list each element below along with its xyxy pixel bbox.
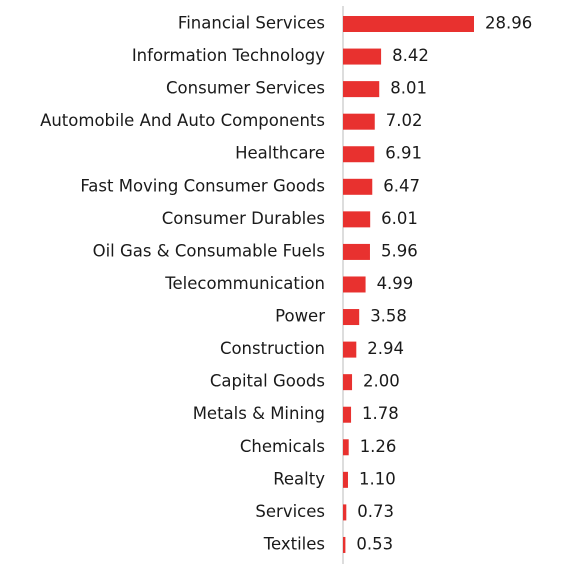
value-label: 3.58 <box>370 307 407 326</box>
category-label: Consumer Durables <box>162 209 325 228</box>
bar <box>343 146 375 163</box>
bar <box>343 504 347 521</box>
category-label: Construction <box>220 339 325 358</box>
value-label: 2.94 <box>367 339 404 358</box>
value-label: 4.99 <box>377 274 414 293</box>
category-label: Textiles <box>263 534 325 553</box>
value-label: 6.01 <box>381 209 418 228</box>
category-label: Power <box>275 307 325 326</box>
category-label: Financial Services <box>178 14 325 33</box>
bar <box>343 81 380 98</box>
value-label: 0.73 <box>357 502 394 521</box>
value-label: 1.10 <box>359 469 396 488</box>
bar <box>343 113 375 130</box>
category-label: Oil Gas & Consumable Fuels <box>93 241 325 260</box>
value-label: 0.53 <box>356 534 393 553</box>
value-label: 1.26 <box>360 437 397 456</box>
category-label: Chemicals <box>240 437 325 456</box>
bar <box>343 48 382 65</box>
bar <box>343 536 346 553</box>
category-label: Healthcare <box>235 144 325 163</box>
bar <box>343 374 353 391</box>
category-label: Fast Moving Consumer Goods <box>80 176 325 195</box>
category-label: Consumer Services <box>166 79 325 98</box>
category-label: Telecommunication <box>164 274 325 293</box>
bar <box>343 211 371 228</box>
bar <box>343 243 370 260</box>
bar <box>343 406 352 423</box>
value-label: 6.47 <box>383 176 420 195</box>
value-label: 2.00 <box>363 372 400 391</box>
category-label: Information Technology <box>132 46 325 65</box>
value-label: 28.96 <box>485 14 532 33</box>
value-label: 7.02 <box>386 111 423 130</box>
bar <box>343 309 360 326</box>
bar <box>343 439 349 456</box>
value-label: 1.78 <box>362 404 399 423</box>
category-label: Automobile And Auto Components <box>40 111 325 130</box>
category-label: Services <box>255 502 325 521</box>
bar <box>343 276 366 293</box>
bar <box>343 16 474 32</box>
value-label: 8.01 <box>390 79 427 98</box>
bar <box>343 471 348 488</box>
value-label: 6.91 <box>385 144 422 163</box>
category-label: Metals & Mining <box>193 404 325 423</box>
category-label: Capital Goods <box>210 372 325 391</box>
value-label: 5.96 <box>381 241 418 260</box>
value-label: 8.42 <box>392 46 429 65</box>
bar <box>343 341 357 358</box>
category-label: Realty <box>273 469 325 488</box>
bar <box>343 178 373 195</box>
